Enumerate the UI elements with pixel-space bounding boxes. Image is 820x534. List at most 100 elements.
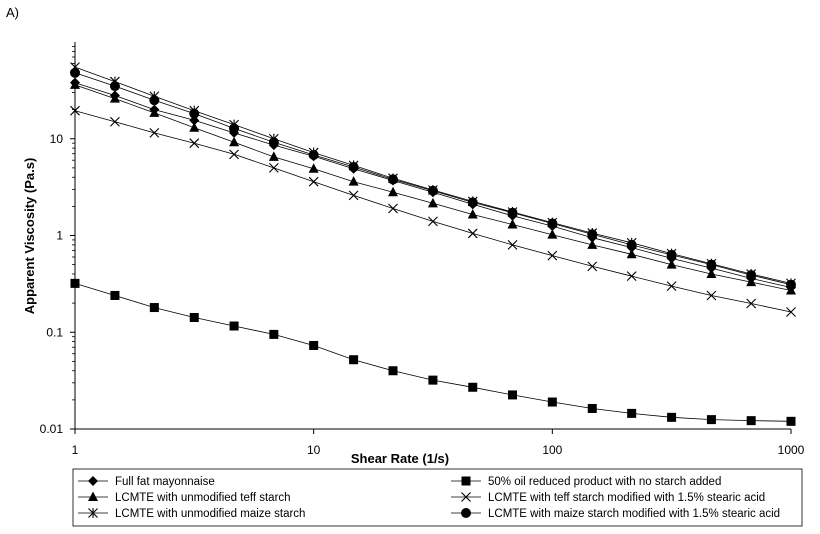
data-point (269, 329, 279, 339)
legend-entry: Full fat mayonnaise (78, 476, 215, 488)
data-point (547, 397, 557, 407)
data-point (427, 185, 438, 196)
panel-label: A) (6, 5, 19, 20)
data-point (268, 151, 279, 161)
data-point (70, 79, 80, 89)
series-layer (70, 62, 796, 426)
x-tick-label: 10 (307, 443, 321, 457)
legend: Full fat mayonnaise 50% oil reduced produ… (72, 468, 803, 527)
data-point (388, 366, 398, 376)
data-point (706, 268, 717, 279)
legend-entry: LCMTE with teff starch modified with 1.5… (451, 492, 765, 504)
data-point (308, 149, 319, 160)
data-point (428, 216, 438, 227)
data-point (349, 355, 359, 365)
data-point (149, 127, 160, 138)
data-point (229, 136, 240, 147)
legend-label: LCMTE with teff starch modified with 1.5… (488, 492, 765, 504)
legend-label: 50% oil reduced product with no starch a… (488, 476, 721, 488)
legend-marker (461, 508, 471, 518)
series-line (74, 110, 792, 313)
data-point (348, 176, 359, 186)
series-circle (70, 67, 796, 290)
data-point (666, 249, 677, 260)
data-point (308, 176, 319, 187)
legend-entry: 50% oil reduced product with no starch a… (451, 476, 721, 488)
data-point (468, 382, 478, 392)
data-point (706, 290, 717, 301)
legend-label: LCMTE with maize starch modified with 1.… (488, 508, 780, 520)
data-point (189, 122, 200, 132)
series-line (74, 72, 792, 286)
series-line (74, 66, 792, 284)
data-point (348, 190, 359, 201)
legend-label: LCMTE with unmodified maize starch (115, 508, 305, 520)
legend-marker (88, 508, 98, 518)
data-point (507, 207, 518, 218)
x-tick-label: 1000 (778, 443, 805, 457)
data-point (508, 390, 518, 400)
data-point (428, 375, 438, 385)
series-triangle (70, 79, 796, 295)
data-point (109, 93, 120, 103)
data-point (587, 261, 598, 272)
data-point (388, 174, 399, 185)
legend-label: Full fat mayonnaise (115, 476, 215, 488)
data-point (110, 290, 120, 300)
legend-box (72, 468, 803, 527)
y-tick-label: 10 (50, 132, 64, 146)
data-point (547, 229, 558, 239)
y-tick-label: 0.1 (46, 325, 63, 339)
legend-marker (88, 491, 98, 501)
data-point (587, 403, 597, 413)
data-point (427, 197, 438, 208)
data-point (109, 81, 120, 92)
data-point (666, 259, 677, 269)
data-point (547, 250, 558, 261)
data-point (547, 218, 558, 229)
data-point (626, 248, 637, 259)
legend-marker (461, 476, 471, 486)
data-point (786, 285, 796, 295)
data-point (706, 415, 716, 425)
data-point (229, 123, 240, 134)
y-axis-label: Apparent Viscosity (Pa.s) (22, 158, 37, 315)
x-axis-label: Shear Rate (1/s) (351, 451, 449, 466)
data-point (627, 408, 637, 418)
legend-label: LCMTE with unmodified teff starch (115, 492, 291, 504)
data-point (626, 271, 637, 282)
data-point (746, 416, 756, 426)
legend-entry: LCMTE with unmodified maize starch (78, 508, 305, 520)
data-point (467, 208, 478, 219)
data-point (786, 279, 796, 290)
data-point (467, 197, 478, 208)
x-tick-label: 100 (542, 443, 562, 457)
series-line (74, 283, 792, 422)
legend-entry: LCMTE with unmodified teff starch (78, 491, 291, 504)
data-point (746, 270, 757, 281)
data-point (268, 137, 279, 148)
data-point (229, 149, 239, 160)
data-point (348, 162, 359, 173)
data-point (70, 67, 80, 78)
data-point (388, 186, 399, 197)
data-point (70, 278, 80, 288)
series-square (70, 278, 796, 426)
data-point (110, 116, 120, 127)
data-point (308, 163, 319, 173)
axis-ticks: 1 10 100 1000 0.01 0.1 1 10 (40, 46, 805, 457)
data-point (667, 412, 677, 422)
data-point (189, 138, 200, 149)
x-tick-label: 1 (72, 443, 79, 457)
data-point (467, 228, 478, 239)
data-point (746, 298, 757, 309)
data-point (229, 321, 239, 331)
data-point (149, 95, 160, 106)
y-tick-label: 1 (56, 229, 63, 243)
data-point (268, 162, 279, 173)
plot-area (74, 42, 791, 430)
data-point (626, 239, 637, 250)
data-point (706, 259, 717, 270)
data-point (149, 303, 159, 313)
